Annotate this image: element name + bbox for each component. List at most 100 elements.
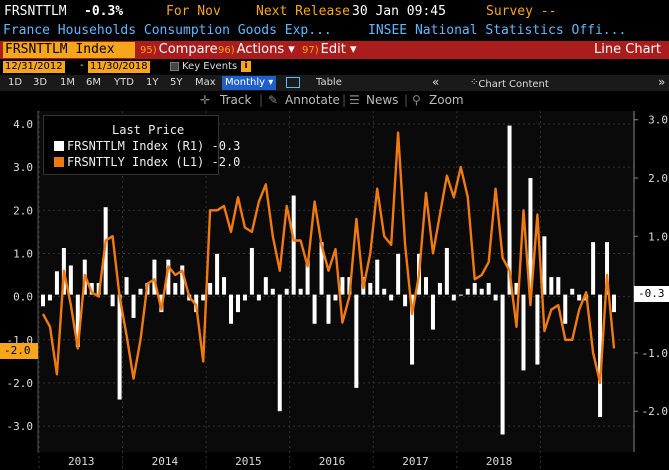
bar [542,236,547,295]
bar [368,282,373,295]
index-name-field[interactable]: FRSNTTLM Index [3,42,135,58]
compare-button[interactable]: 95) Compare [140,42,218,57]
chart-content-toggle[interactable]: ⁘ Chart Content [470,77,549,90]
percent-change: -0.3% [84,4,124,19]
left-tick-label: 4.0 [13,118,33,131]
header-bar: FRSNTTLM -0.3% For Nov Next Release 30 J… [0,0,669,22]
bar [326,294,331,324]
x-tick-label: 2017 [402,455,429,468]
key-events-checkbox[interactable] [170,62,179,71]
right-tick-label: 1.0 [648,230,668,243]
chart-style-icon[interactable] [286,77,300,88]
divider: | [342,93,347,107]
x-tick-label: 2016 [319,455,346,468]
key-events-label: Key Events [182,61,238,72]
bar [389,294,394,301]
period-max[interactable]: Max [195,77,216,88]
x-axis-band [0,452,669,470]
chart-content-label: Chart Content [478,79,549,90]
x-tick-label: 2013 [68,455,95,468]
table-button[interactable]: Table [316,77,342,88]
period-ytd[interactable]: YTD [114,77,134,88]
period-3d[interactable]: 3D [33,77,48,88]
frequency-dropdown[interactable]: Monthly ▾ [222,76,277,90]
series-line [41,131,616,385]
collapse-icon[interactable]: « [432,75,440,89]
left-tick-label: 3.0 [13,161,33,174]
date-range-bar: 12/31/2012 - 11/30/2018 Key Events i [0,60,669,74]
bar [375,259,380,295]
legend-title: Last Price [112,123,185,137]
actions-button[interactable]: 96) Actions ▾ [218,42,295,57]
bar [298,288,303,295]
bar [117,294,122,400]
bar [124,277,129,295]
chart-legend[interactable]: Last Price FRSNTTLM Index (R1) -0.3 FRSN… [43,115,240,175]
bar [256,294,261,301]
bar [305,259,310,295]
bar [535,294,540,365]
bar [333,294,338,301]
left-tick-label: -2.0 [7,377,34,390]
bar [382,288,387,295]
bar [396,253,401,295]
chart-type-label[interactable]: Line Chart [594,42,661,57]
bar [68,265,73,295]
left-tick-label: -3.0 [7,420,34,433]
ticker[interactable]: FRSNTTLM [4,4,67,19]
bar [173,282,178,295]
legend-series-2[interactable]: FRSNTTLY Index (L1) -2.0 [54,155,240,169]
bar [222,277,227,295]
bar [215,253,220,295]
start-date-field[interactable]: 12/31/2012 [3,61,65,73]
orange-swatch [54,157,64,167]
period-5y[interactable]: 5Y [170,77,183,88]
edit-button[interactable]: 97) Edit ▾ [302,42,357,57]
period-1m[interactable]: 1M [60,77,75,88]
bar [312,294,317,324]
bar [612,294,616,313]
bar [444,247,449,295]
bar [242,294,247,301]
main-toolbar: FRSNTTLM Index 95) Compare 96) Actions ▾ 9… [0,41,669,59]
bar [577,294,582,301]
bar [270,288,275,295]
info-icon[interactable]: i [241,61,251,72]
news-button[interactable]: News [366,93,399,107]
bar [54,271,59,295]
expand-icon[interactable]: » [658,75,666,89]
date-separator: - [80,60,84,71]
bar [340,277,345,295]
bar [549,277,554,295]
divider: | [259,93,264,107]
bar [263,277,268,295]
period-6m[interactable]: 6M [86,77,101,88]
bar [507,125,512,295]
divider: | [404,93,409,107]
left-last-value-badge: -2.0 [0,343,38,359]
bar [75,294,80,348]
bar [465,288,470,295]
x-tick-label: 2015 [235,455,262,468]
end-date-field[interactable]: 11/30/2018 [88,61,150,73]
description-bar: France Households Consumption Goods Exp.… [0,22,669,40]
left-tick-label: 1.0 [13,247,33,260]
bar [514,282,519,295]
period-1d[interactable]: 1D [8,77,23,88]
bar [591,242,596,295]
bar [479,288,484,295]
left-tick-label: 0.0 [13,291,33,304]
bar [166,259,171,295]
period-1y[interactable]: 1Y [146,77,159,88]
zoom-icon: ⚲ [412,93,421,107]
zoom-button[interactable]: Zoom [429,93,464,107]
bar [208,282,213,295]
track-button[interactable]: Track [220,93,252,107]
right-tick-label: 2.0 [648,172,668,185]
bar [110,294,115,307]
legend-series-1[interactable]: FRSNTTLM Index (R1) -0.3 [54,139,240,153]
bar [437,282,442,295]
next-release-date: 30 Jan 09:45 [352,4,446,19]
annotate-button[interactable]: Annotate [285,93,340,107]
